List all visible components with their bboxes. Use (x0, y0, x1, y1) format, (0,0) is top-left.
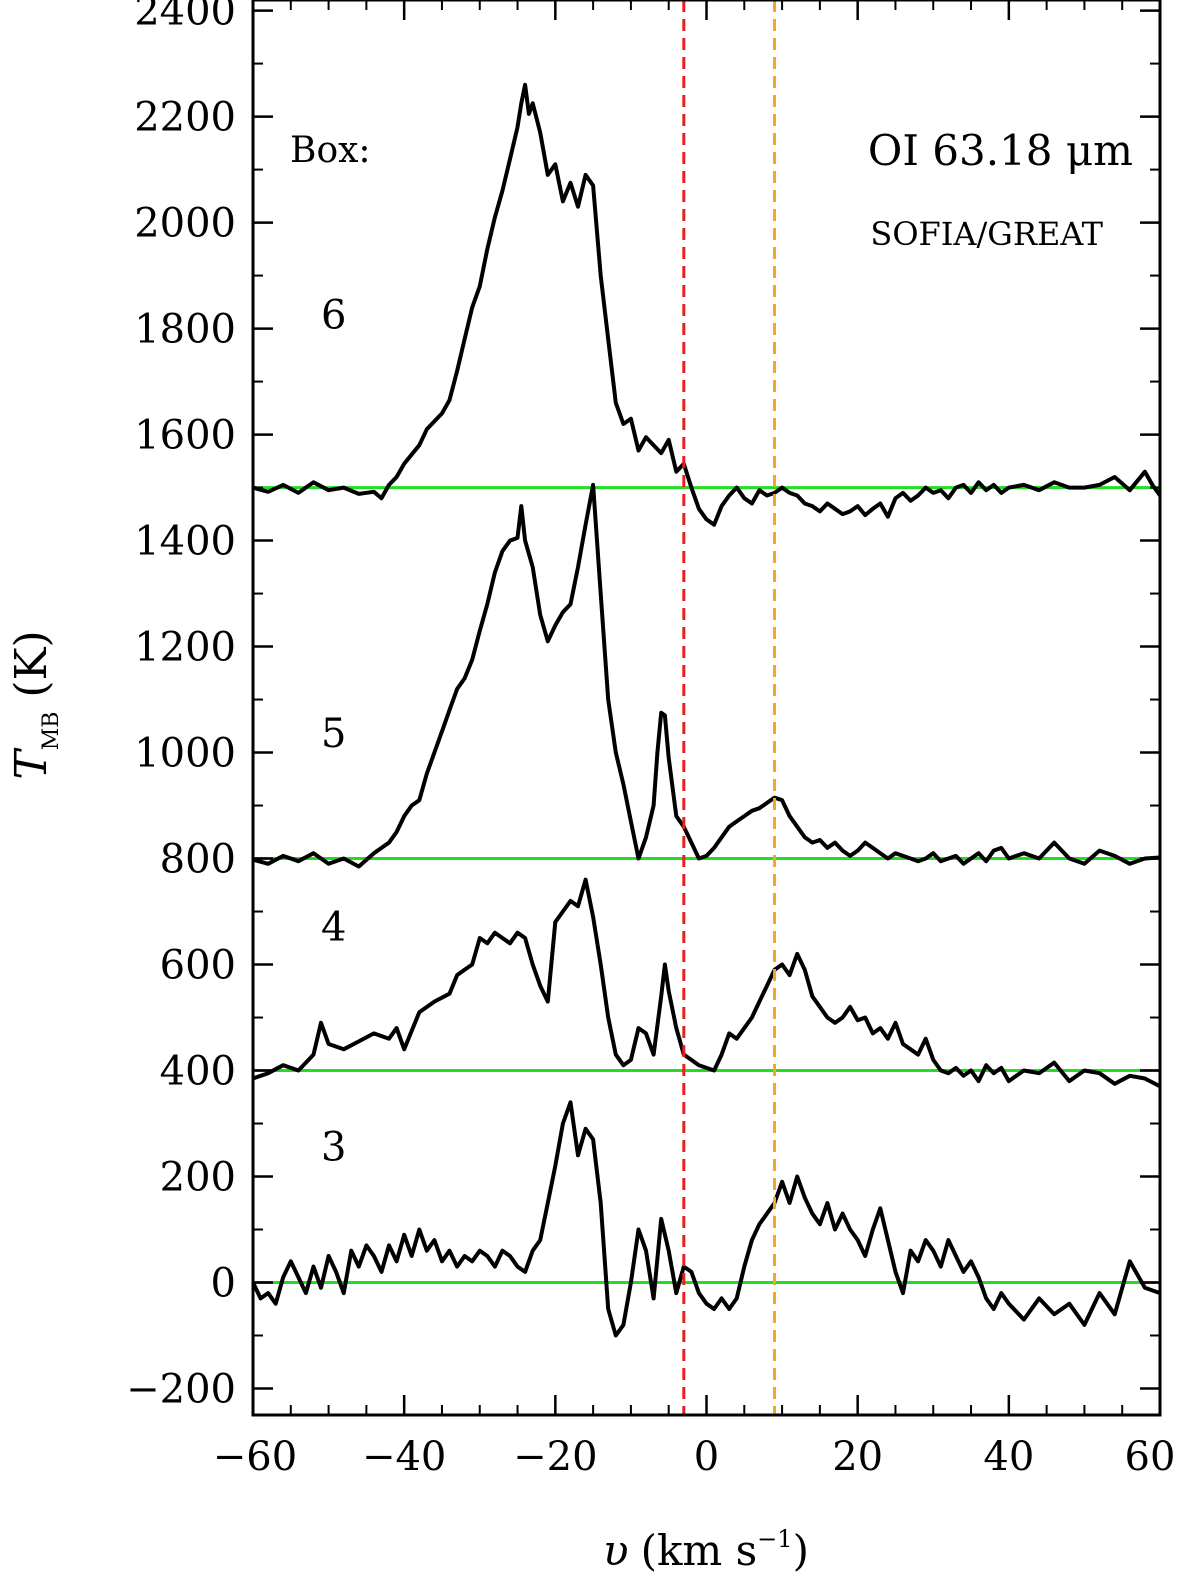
y-tick-label: 400 (160, 1049, 236, 1095)
x-axis-title: υ (km s−1) (603, 1525, 809, 1575)
y-tick-label: 1200 (134, 625, 236, 671)
y-tick-label: −200 (126, 1367, 236, 1413)
y-axis-units: (K) (6, 630, 57, 697)
x-axis-units: (km s (641, 1526, 758, 1575)
x-tick-label: −60 (213, 1434, 297, 1480)
box-number-6: 6 (321, 293, 346, 339)
y-axis-subscript: MB (39, 712, 64, 751)
y-tick-label: 1000 (134, 731, 236, 777)
box-label: Box: (290, 130, 371, 171)
chart-title: OI 63.18 μm (868, 126, 1133, 175)
box-number-3: 3 (321, 1125, 346, 1171)
reference-velocity-lines (682, 0, 777, 1415)
spectrum-3 (251, 1100, 1161, 1338)
spectrum-4 (252, 877, 1161, 1089)
x-tick-label: 20 (832, 1434, 883, 1480)
x-tick-labels: −60 −40 −20 0 20 40 60 (213, 1434, 1176, 1480)
y-axis-title: TMB (K) (6, 630, 64, 779)
chart-subtitle: SOFIA/GREAT (870, 215, 1103, 253)
x-tick-label: 60 (1125, 1434, 1176, 1480)
y-tick-labels: −200 0 200 400 600 800 1000 1200 1400 1600 1800 200… (126, 0, 236, 1413)
x-tick-label: −40 (362, 1434, 446, 1480)
y-tick-label: 2400 (134, 0, 236, 35)
box-number-5: 5 (321, 711, 346, 757)
svg-text:TMB(K): TMB (K) (6, 630, 64, 779)
y-tick-label: 1400 (134, 519, 236, 565)
x-tick-label: −20 (513, 1434, 597, 1480)
spectrum-5 (252, 482, 1161, 869)
spectra (251, 82, 1162, 1338)
x-tick-label: 40 (983, 1434, 1034, 1480)
spectrum-6 (252, 82, 1162, 527)
series-labels: 6 5 4 3 (321, 293, 346, 1171)
y-tick-label: 800 (160, 837, 236, 883)
x-axis-symbol: υ (603, 1526, 629, 1575)
x-tick-label: 0 (694, 1434, 719, 1480)
y-tick-label: 600 (160, 943, 236, 989)
y-tick-label: 200 (160, 1155, 236, 1201)
y-axis-symbol: T (6, 747, 57, 780)
x-axis-exponent: −1 (757, 1525, 792, 1553)
y-tick-label: 1800 (134, 307, 236, 353)
y-tick-label: 2000 (134, 201, 236, 247)
box-number-4: 4 (321, 905, 346, 951)
y-tick-label: 1600 (134, 413, 236, 459)
y-tick-label: 2200 (134, 95, 236, 141)
x-axis-close: ) (793, 1526, 809, 1575)
y-tick-label: 0 (211, 1261, 236, 1307)
axis-ticks (251, 0, 1162, 1415)
